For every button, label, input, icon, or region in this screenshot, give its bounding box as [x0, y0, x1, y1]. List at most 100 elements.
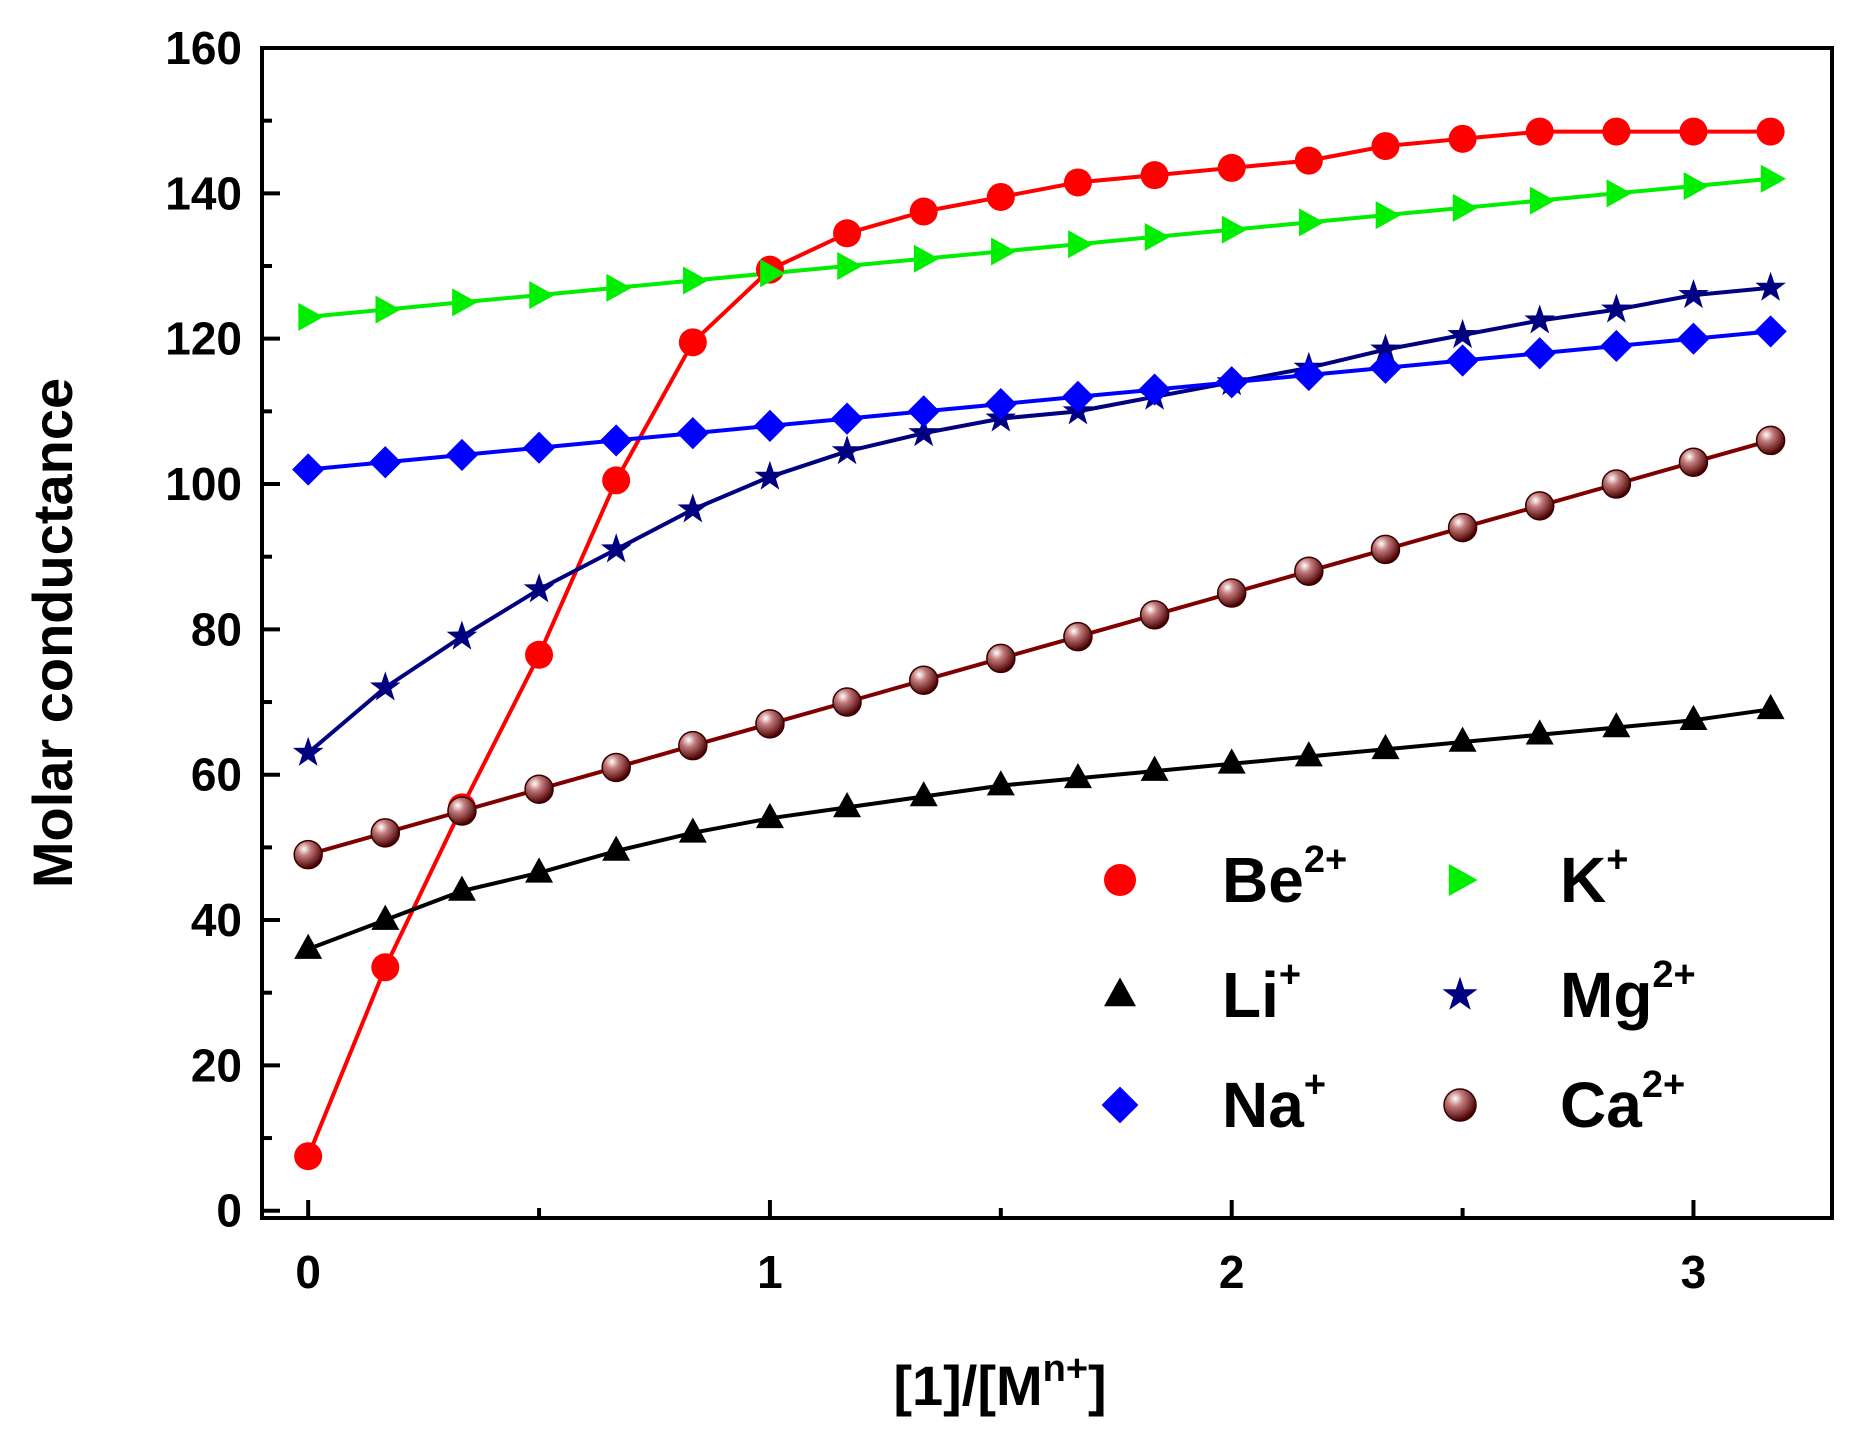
data-point-ca — [524, 774, 554, 804]
legend-label-mg-name: Mg — [1560, 959, 1652, 1031]
legend-marker-li — [1104, 977, 1136, 1007]
data-point-be — [371, 953, 400, 982]
legend-label-li-name: Li — [1222, 959, 1279, 1031]
data-point-mg — [1524, 304, 1555, 334]
data-point-k — [760, 259, 786, 288]
data-point-be — [602, 466, 631, 495]
data-point-ca — [1447, 512, 1478, 543]
data-point-li — [447, 875, 476, 901]
data-point-k — [683, 266, 709, 295]
data-point-mg — [1678, 279, 1709, 309]
data-point-be — [1448, 124, 1477, 153]
legend-label-be: Be2+ — [1222, 839, 1347, 916]
data-point-li — [525, 857, 554, 883]
legend-label-mg-charge: 2+ — [1652, 954, 1695, 996]
data-point-na — [1523, 337, 1556, 370]
data-point-be — [678, 328, 707, 357]
series-markers — [292, 117, 1787, 1171]
data-point-ca — [1370, 534, 1401, 565]
data-point-ca — [832, 687, 862, 717]
data-point-k — [1452, 193, 1478, 222]
data-point-k — [529, 281, 555, 310]
series-line-li — [307, 707, 1771, 951]
data-point-ca — [908, 665, 939, 695]
data-point-be — [909, 197, 938, 226]
y-tick-label: 20 — [191, 1039, 242, 1091]
data-point-k — [298, 302, 324, 331]
data-point-na — [1369, 351, 1402, 384]
data-point-li — [1294, 741, 1323, 767]
data-point-li — [1448, 726, 1477, 752]
legend-marker-be — [1104, 864, 1136, 896]
data-point-k — [913, 244, 940, 273]
y-tick-label: 0 — [216, 1185, 242, 1237]
legend-label-k-charge: + — [1606, 839, 1628, 881]
data-point-ca — [1063, 621, 1093, 652]
data-point-be — [1371, 132, 1400, 161]
legend-label-k-name: K — [1560, 844, 1606, 916]
data-point-k — [452, 288, 478, 317]
data-point-be — [986, 182, 1015, 211]
data-point-na — [1446, 344, 1479, 377]
x-axis-title-end: ] — [1088, 1354, 1107, 1417]
data-point-be — [1217, 153, 1246, 182]
y-tick-label: 120 — [165, 313, 242, 365]
x-tick-label: 0 — [295, 1246, 321, 1298]
data-point-li — [1525, 719, 1554, 745]
data-point-li — [1140, 755, 1169, 781]
legend-label-na: Na+ — [1222, 1064, 1326, 1141]
plot-frame — [260, 46, 1834, 1220]
data-point-li — [371, 904, 400, 930]
data-point-na — [676, 417, 709, 450]
data-point-ca — [1601, 469, 1632, 499]
data-point-ca — [1755, 425, 1786, 456]
data-point-li — [294, 933, 323, 959]
data-point-k — [1221, 215, 1248, 244]
data-point-mg — [1601, 293, 1632, 323]
data-point-mg — [754, 460, 786, 490]
data-point-mg — [292, 736, 324, 766]
data-point-be — [1525, 117, 1554, 146]
legend-label-ca-name: Ca — [1560, 1069, 1642, 1141]
data-point-na — [292, 453, 325, 486]
data-point-k — [1683, 172, 1709, 201]
data-point-k — [606, 273, 632, 302]
data-point-li — [678, 817, 707, 843]
data-point-mg — [908, 417, 939, 447]
data-point-k — [1068, 230, 1094, 259]
legend-label-be-name: Be — [1222, 844, 1304, 916]
y-tick-label: 60 — [191, 749, 242, 801]
x-tick-label: 3 — [1681, 1246, 1707, 1298]
y-tick-label: 40 — [191, 894, 242, 946]
legend-label-ca: Ca2+ — [1560, 1064, 1685, 1141]
legend-label-mg: Mg2+ — [1560, 954, 1696, 1031]
legend-label-k: K+ — [1560, 839, 1628, 916]
legend-marker-mg — [1442, 976, 1478, 1010]
data-point-na — [753, 409, 787, 442]
data-point-be — [1679, 117, 1708, 146]
data-point-ca — [1216, 578, 1247, 608]
legend-label-li-charge: + — [1279, 954, 1301, 996]
data-point-be — [1294, 146, 1323, 175]
data-point-na — [1292, 358, 1325, 392]
legend-marker-ca — [1443, 1088, 1477, 1122]
data-point-na — [522, 431, 556, 464]
data-point-be — [1756, 117, 1785, 146]
legend-marker-k — [1448, 864, 1478, 896]
data-point-be — [525, 640, 554, 669]
data-point-k — [1375, 201, 1401, 230]
data-point-ca — [293, 839, 323, 870]
data-point-be — [1063, 168, 1092, 197]
data-point-mg — [523, 573, 555, 603]
series-line-be — [306, 129, 1771, 1157]
data-point-na — [984, 387, 1017, 421]
data-point-ca — [1678, 447, 1709, 477]
data-point-be — [833, 219, 862, 248]
data-point-mg — [677, 493, 709, 523]
data-point-ca — [601, 752, 631, 783]
data-point-ca — [755, 709, 785, 739]
data-point-li — [1602, 712, 1631, 738]
data-point-ca — [1294, 556, 1324, 586]
data-point-k — [1529, 186, 1556, 215]
data-point-li — [1756, 693, 1785, 720]
